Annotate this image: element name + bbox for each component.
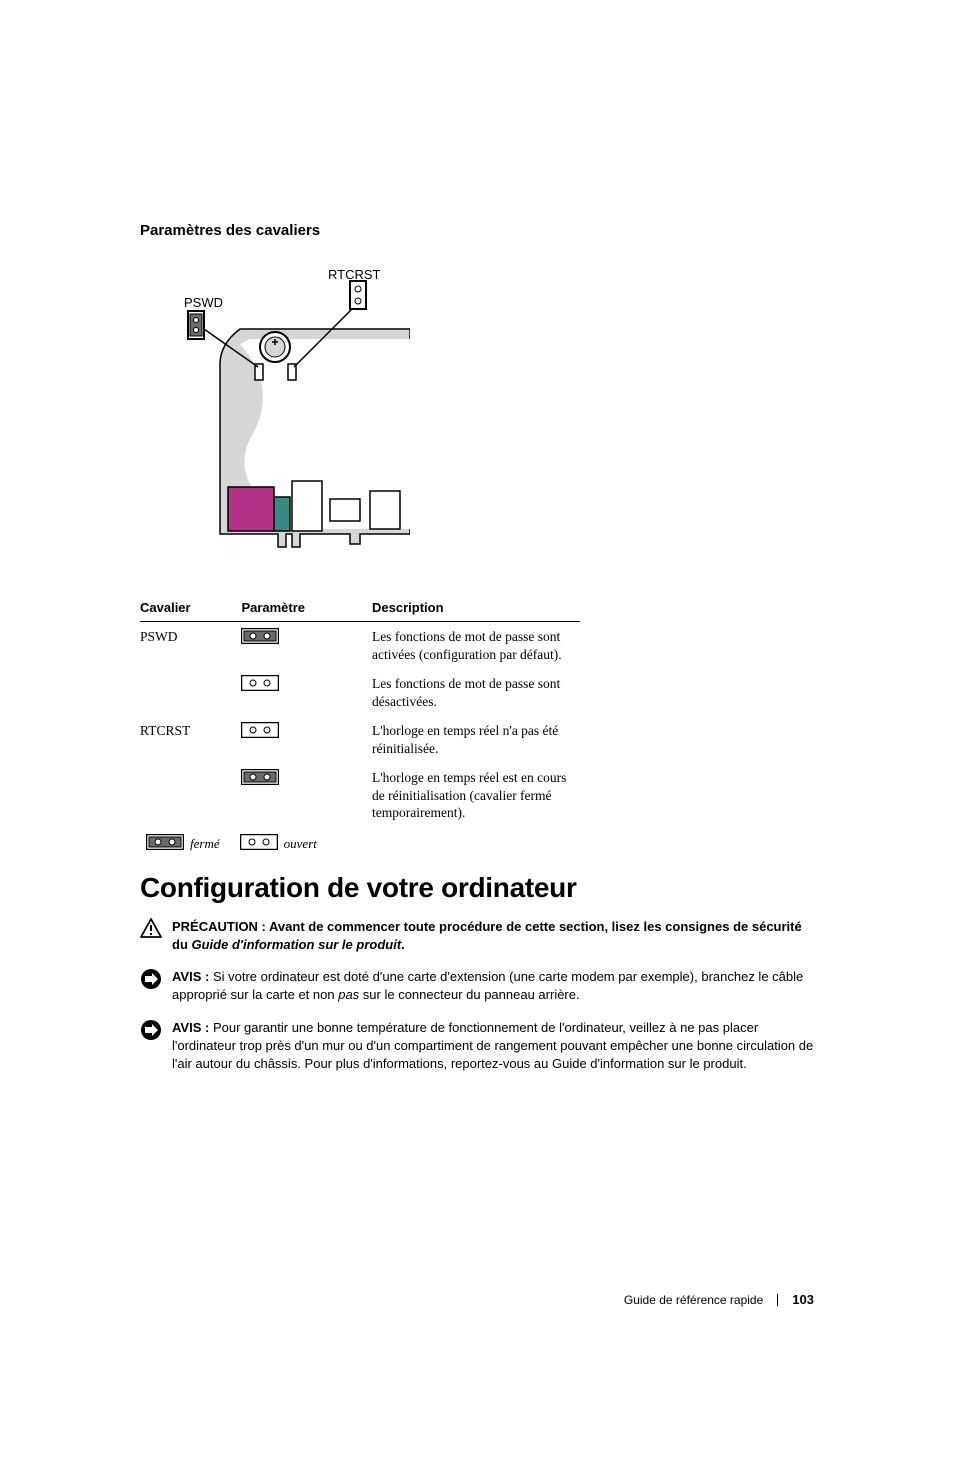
section-heading: Paramètres des cavaliers [140, 222, 814, 239]
closed-jumper-icon [146, 834, 184, 854]
table-cell-description: L'horloge en temps réel n'a pas été réin… [372, 716, 580, 763]
main-heading: Configuration de votre ordinateur [140, 872, 814, 904]
table-header-cavalier: Cavalier [140, 594, 241, 622]
table-cell-parametre [241, 622, 372, 670]
notice-arrow-icon [140, 1019, 162, 1046]
table-cell-description: L'horloge en temps réel est en cours de … [372, 763, 580, 828]
table-row: Les fonctions de mot de passe sont désac… [140, 669, 580, 716]
legend-closed-label: fermé [190, 836, 220, 852]
table-row: PSWD Les fonctions de mot de passe sont a… [140, 622, 580, 670]
footer-title: Guide de référence rapide [624, 1293, 763, 1307]
table-cell-parametre [241, 669, 372, 716]
caution-triangle-icon [140, 918, 162, 943]
avis1-text: AVIS : Si votre ordinateur est doté d'un… [172, 968, 814, 1004]
table-cell-cavalier [140, 669, 241, 716]
avis-notice-1: AVIS : Si votre ordinateur est doté d'un… [140, 968, 814, 1004]
table-cell-cavalier [140, 763, 241, 828]
table-cell-cavalier: PSWD [140, 622, 241, 670]
jumper-icon [241, 726, 279, 741]
jumper-diagram: PSWD RTCRST [180, 269, 814, 564]
notice-arrow-icon [140, 968, 162, 995]
table-cell-cavalier: RTCRST [140, 716, 241, 763]
jumper-settings-table: Cavalier Paramètre Description PSWD Les f… [140, 594, 580, 828]
footer-separator [777, 1294, 778, 1306]
precaution-notice: PRÉCAUTION : Avant de commencer toute pr… [140, 918, 814, 954]
jumper-icon [241, 632, 279, 647]
table-cell-parametre [241, 716, 372, 763]
table-row: L'horloge en temps réel est en cours de … [140, 763, 580, 828]
document-page: Paramètres des cavaliers [0, 222, 954, 1457]
table-cell-description: Les fonctions de mot de passe sont activ… [372, 622, 580, 670]
open-jumper-icon [240, 834, 278, 854]
table-header-description: Description [372, 594, 580, 622]
legend-open-label: ouvert [284, 836, 317, 852]
page-footer: Guide de référence rapide 103 [624, 1292, 814, 1307]
avis-notice-2: AVIS : Pour garantir une bonne températu… [140, 1019, 814, 1074]
precaution-text: PRÉCAUTION : Avant de commencer toute pr… [172, 918, 814, 954]
avis2-text: AVIS : Pour garantir une bonne températu… [172, 1019, 814, 1074]
table-cell-parametre [241, 763, 372, 828]
table-header-parametre: Paramètre [241, 594, 372, 622]
diagram-pswd-label: PSWD [184, 295, 223, 310]
diagram-rtcrst-label: RTCRST [328, 269, 381, 282]
jumper-legend: fermé ouvert [146, 834, 814, 854]
table-cell-description: Les fonctions de mot de passe sont désac… [372, 669, 580, 716]
page-number: 103 [792, 1292, 814, 1307]
jumper-icon [241, 773, 279, 788]
table-row: RTCRST L'horloge en temps réel n'a pas ét… [140, 716, 580, 763]
jumper-icon [241, 679, 279, 694]
